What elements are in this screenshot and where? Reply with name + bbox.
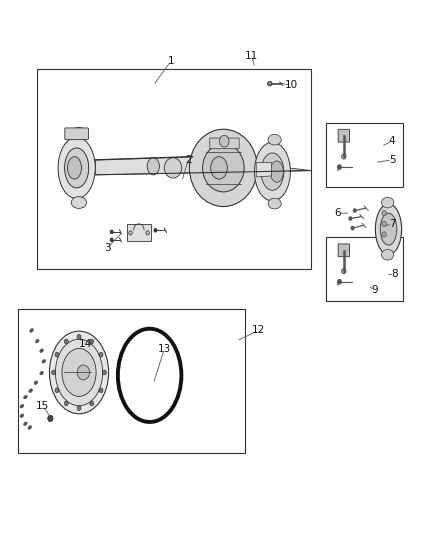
- Text: 3: 3: [104, 243, 111, 253]
- Text: 7: 7: [389, 219, 396, 229]
- Ellipse shape: [34, 381, 38, 384]
- Text: 14: 14: [79, 339, 92, 349]
- Ellipse shape: [29, 389, 32, 392]
- Ellipse shape: [219, 135, 229, 147]
- Circle shape: [102, 370, 106, 375]
- Ellipse shape: [380, 213, 397, 245]
- Ellipse shape: [268, 134, 281, 145]
- Ellipse shape: [268, 198, 281, 209]
- Circle shape: [338, 165, 341, 169]
- Ellipse shape: [71, 127, 87, 139]
- Ellipse shape: [342, 154, 346, 159]
- Circle shape: [77, 334, 81, 339]
- Ellipse shape: [270, 161, 283, 182]
- Ellipse shape: [342, 269, 346, 274]
- Ellipse shape: [77, 365, 89, 380]
- Circle shape: [154, 229, 157, 232]
- Ellipse shape: [189, 130, 257, 206]
- Circle shape: [353, 209, 356, 212]
- Circle shape: [48, 415, 53, 422]
- Ellipse shape: [20, 405, 24, 408]
- Circle shape: [55, 388, 59, 393]
- Ellipse shape: [62, 349, 96, 397]
- Ellipse shape: [40, 372, 43, 375]
- Text: 1: 1: [167, 56, 174, 66]
- Circle shape: [349, 217, 352, 220]
- Circle shape: [55, 352, 59, 357]
- Circle shape: [146, 231, 149, 235]
- Circle shape: [351, 227, 354, 230]
- Ellipse shape: [42, 360, 46, 363]
- FancyBboxPatch shape: [65, 128, 88, 140]
- Text: 8: 8: [391, 270, 398, 279]
- Ellipse shape: [71, 197, 87, 208]
- Text: 5: 5: [389, 155, 396, 165]
- Bar: [326, 237, 403, 301]
- Ellipse shape: [381, 249, 394, 260]
- Text: 9: 9: [371, 286, 378, 295]
- Ellipse shape: [40, 349, 43, 352]
- Ellipse shape: [67, 157, 81, 179]
- Ellipse shape: [268, 82, 272, 86]
- Ellipse shape: [58, 137, 95, 198]
- FancyBboxPatch shape: [210, 138, 239, 149]
- Text: 4: 4: [389, 136, 396, 146]
- Ellipse shape: [261, 153, 284, 190]
- Circle shape: [338, 280, 341, 284]
- Circle shape: [52, 370, 56, 375]
- Ellipse shape: [35, 340, 39, 343]
- Bar: [127, 224, 151, 241]
- Ellipse shape: [20, 414, 24, 417]
- Ellipse shape: [254, 142, 290, 201]
- Circle shape: [64, 401, 68, 406]
- Ellipse shape: [375, 204, 402, 254]
- Circle shape: [90, 401, 94, 406]
- Ellipse shape: [64, 148, 88, 188]
- Circle shape: [99, 352, 103, 357]
- Ellipse shape: [211, 157, 227, 179]
- FancyBboxPatch shape: [338, 244, 350, 257]
- Circle shape: [64, 339, 68, 344]
- Text: 13: 13: [158, 344, 171, 354]
- Text: 10: 10: [285, 80, 298, 90]
- Circle shape: [382, 221, 386, 227]
- FancyBboxPatch shape: [338, 130, 350, 142]
- Text: 11: 11: [245, 51, 258, 61]
- Circle shape: [77, 406, 81, 410]
- Ellipse shape: [24, 395, 27, 399]
- Polygon shape: [95, 157, 311, 175]
- Text: 2: 2: [185, 155, 192, 165]
- Text: 12: 12: [252, 326, 265, 335]
- Ellipse shape: [30, 329, 33, 332]
- Bar: [326, 123, 403, 187]
- Ellipse shape: [55, 339, 102, 406]
- Ellipse shape: [381, 197, 394, 208]
- Ellipse shape: [49, 331, 109, 414]
- Ellipse shape: [202, 144, 244, 192]
- Text: 6: 6: [334, 208, 341, 218]
- Ellipse shape: [164, 158, 182, 178]
- Circle shape: [382, 232, 386, 237]
- Bar: [18, 309, 245, 453]
- Polygon shape: [256, 163, 272, 177]
- Ellipse shape: [28, 426, 32, 429]
- Ellipse shape: [24, 422, 27, 425]
- Circle shape: [99, 388, 103, 393]
- Bar: [37, 69, 311, 269]
- Circle shape: [90, 339, 94, 344]
- Circle shape: [110, 230, 113, 233]
- Text: 15: 15: [36, 401, 49, 411]
- Circle shape: [129, 231, 132, 235]
- Circle shape: [110, 238, 113, 241]
- Circle shape: [382, 211, 386, 216]
- Ellipse shape: [147, 158, 159, 175]
